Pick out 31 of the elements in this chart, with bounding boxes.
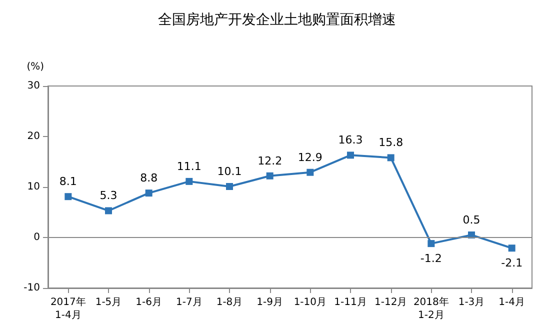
y-tick-label: 0 <box>34 232 40 243</box>
data-label: 16.3 <box>338 134 363 147</box>
data-label: 11.1 <box>176 160 202 173</box>
data-label: 12.9 <box>298 150 322 164</box>
y-tick-label: -10 <box>24 282 40 294</box>
data-label: 15.8 <box>378 136 404 150</box>
x-tick-label: 1-7月 <box>176 297 202 308</box>
x-tick-label: 1-4月 <box>498 297 526 308</box>
x-tick-label: 1-10月 <box>294 297 327 308</box>
x-tick-label: 1-8月 <box>216 297 243 308</box>
x-tick-label: 1-5月 <box>95 297 122 308</box>
data-label: 8.8 <box>140 172 158 185</box>
x-tick-label: 1-11月 <box>334 297 367 308</box>
y-tick-label: 10 <box>27 182 40 192</box>
data-label: 12.2 <box>258 154 282 168</box>
chart-title: 全国房地产开发企业土地购置面积增速 <box>158 12 396 28</box>
data-label: 8.1 <box>59 175 77 188</box>
y-tick-label: 30 <box>27 80 40 92</box>
x-tick-label: 1-12月 <box>374 297 408 308</box>
x-tick-label: 1-3月 <box>458 297 485 308</box>
y-axis-title: (%) <box>26 62 44 72</box>
y-tick-label: 20 <box>27 131 40 142</box>
data-label: 5.3 <box>100 189 118 202</box>
x-tick-label: 2018年 1-2月 <box>413 296 449 321</box>
x-tick-label: 2017年 1-4月 <box>50 296 86 321</box>
x-tick-label: 1-6月 <box>136 297 162 308</box>
data-label: 0.5 <box>462 213 480 226</box>
data-label: -1.2 <box>420 252 442 266</box>
data-label: 10.1 <box>217 164 242 178</box>
data-label: -2.1 <box>501 256 523 270</box>
x-tick-label: 1-9月 <box>256 297 284 308</box>
